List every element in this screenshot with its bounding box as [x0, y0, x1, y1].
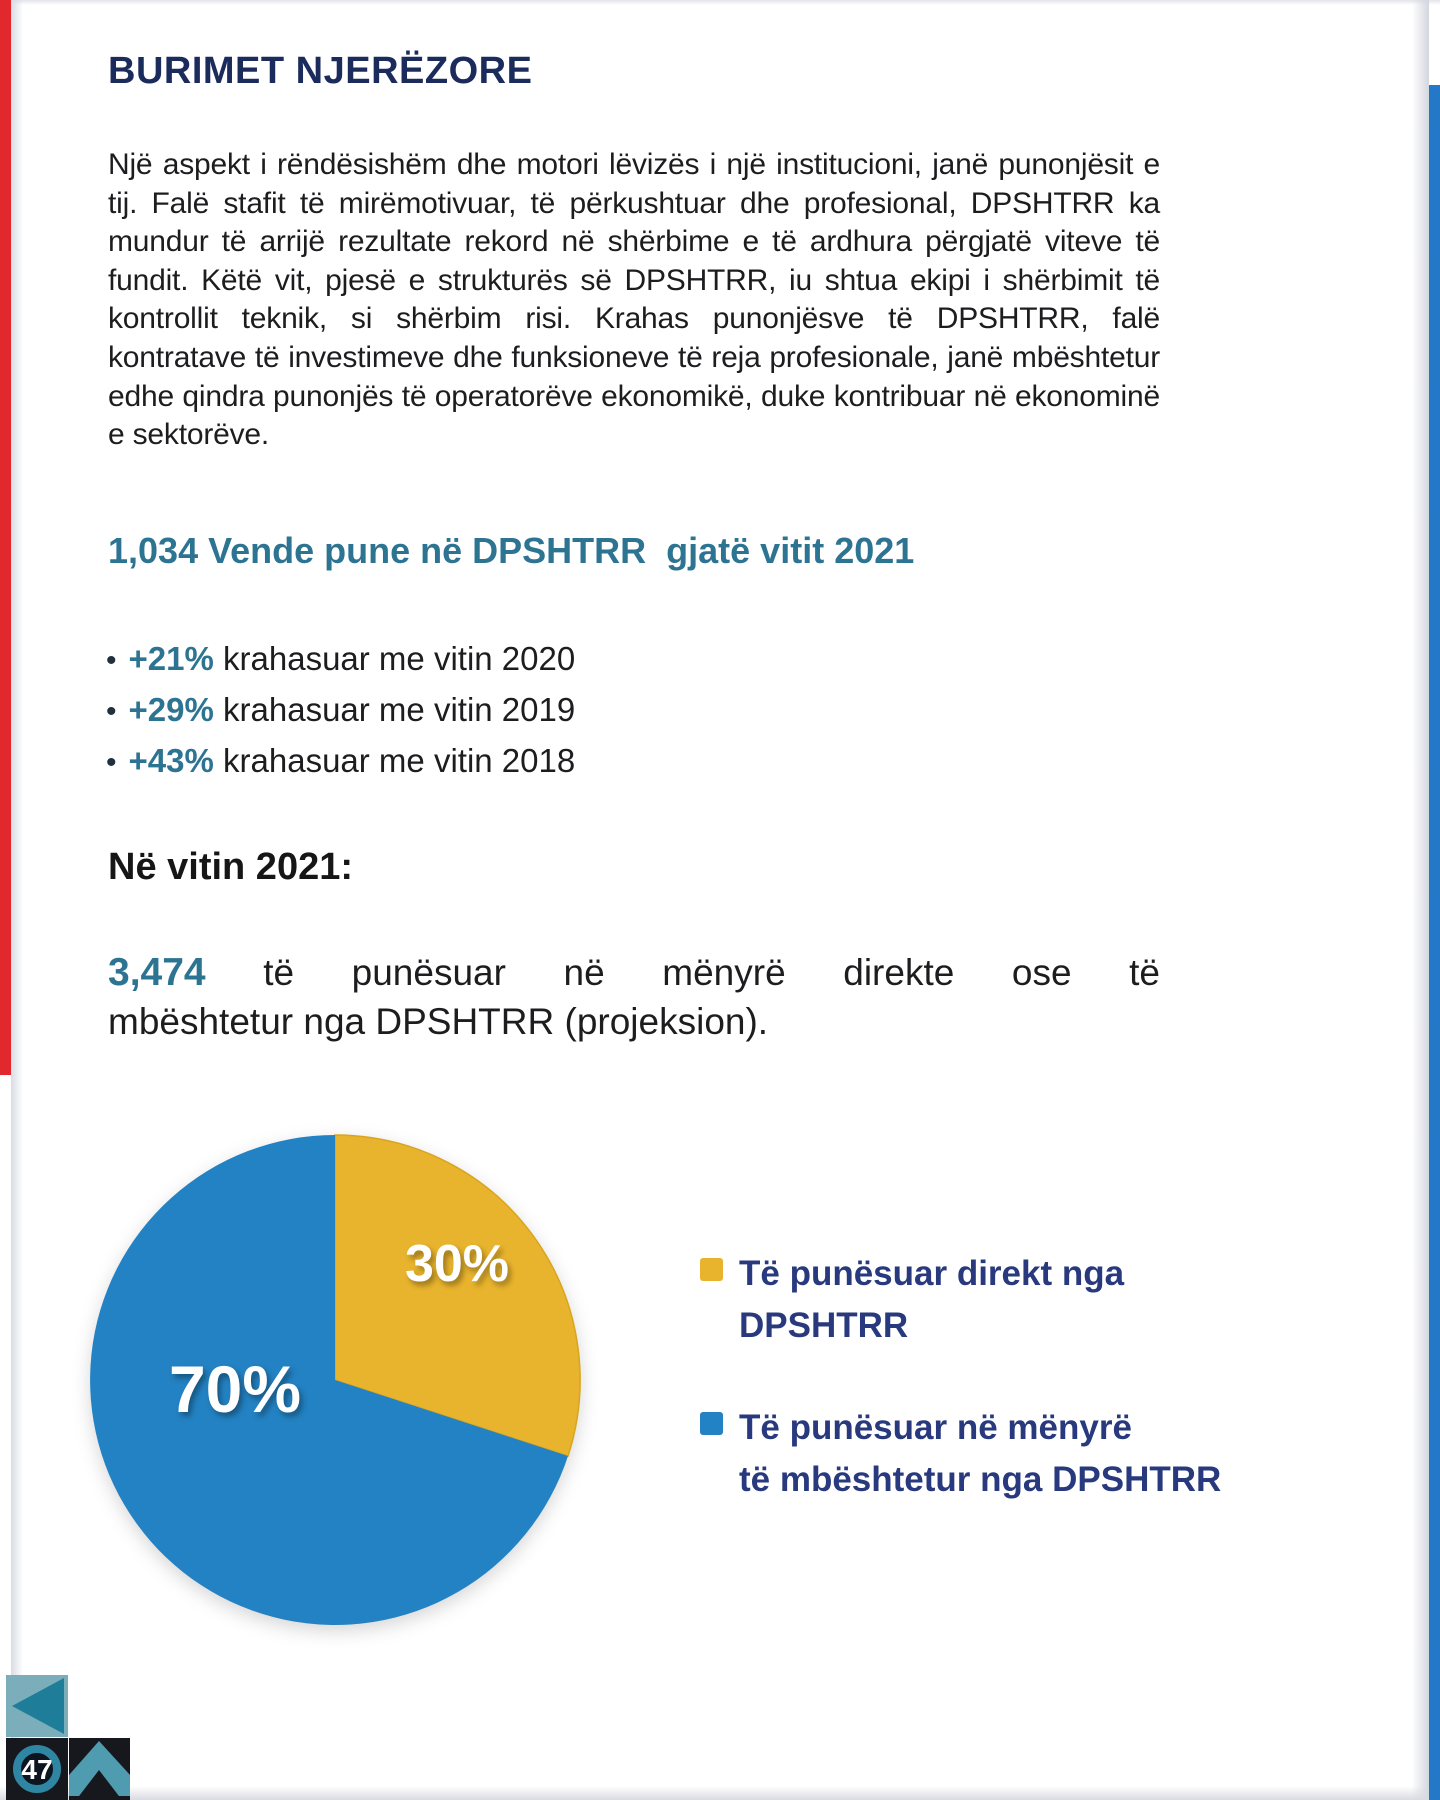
page-title: BURIMET NJERËZORE	[108, 50, 533, 92]
legend-label: Të punësuar direkt nga DPSHTRR	[739, 1254, 1125, 1345]
bullet-dot-icon: •	[106, 644, 117, 677]
page-edge-top	[0, 0, 1440, 5]
chart-legend: Të punësuar direkt nga DPSHTRR Të punësu…	[700, 1248, 1280, 1506]
page-edge-right	[1412, 0, 1429, 1800]
bullet-value: +29%	[128, 691, 214, 728]
statement-line-1: 3,474 të punësuar në mënyrë direkte ose …	[108, 951, 1160, 994]
left-edge-red-stripe	[0, 0, 11, 1075]
legend-label: Të punësuar në mënyrë të mbështetur nga …	[739, 1408, 1222, 1499]
bullet-text: krahasuar me vitin 2020	[223, 640, 576, 677]
pie-slice-supported	[90, 1135, 569, 1625]
mountain-notch-icon	[76, 1770, 122, 1800]
bullet-value: +21%	[128, 640, 214, 677]
legend-item-direct: Të punësuar direkt nga DPSHTRR	[700, 1248, 1280, 1352]
page-edge-left	[11, 0, 23, 1800]
pie-slice-direct	[334, 1134, 581, 1457]
bullet-dot-icon: •	[106, 746, 117, 779]
jobs-heading: 1,034 Vende pune në DPSHTRR gjatë vitit …	[108, 530, 915, 571]
corner-ornament: 47	[6, 1675, 130, 1800]
intro-paragraph: Një aspekt i rëndësishëm dhe motori lëvi…	[108, 148, 1160, 452]
year-heading: Në vitin 2021:	[108, 846, 353, 888]
bullet-dot-icon: •	[106, 695, 117, 728]
pie-label-70: 70%	[169, 1352, 301, 1426]
employment-statement: 3,474 të punësuar në mënyrë direkte ose …	[108, 948, 1160, 1046]
left-arrow-icon	[12, 1678, 64, 1734]
statement-value: 3,474	[108, 951, 206, 994]
bullet-text: krahasuar me vitin 2018	[223, 742, 576, 779]
list-item: • +43% krahasuar me vitin 2018	[106, 736, 575, 787]
pie-label-30: 30%	[405, 1235, 509, 1293]
page-number: 47	[21, 1754, 52, 1785]
legend-swatch-blue-icon	[700, 1412, 723, 1435]
page-number-ring	[13, 1745, 61, 1793]
mountain-chevron-icon	[69, 1741, 130, 1796]
list-item: • +29% krahasuar me vitin 2019	[106, 685, 575, 736]
statement-line-2: mbështetur nga DPSHTRR (projeksion).	[108, 1001, 769, 1042]
pie-chart: 30% 70%	[90, 1134, 581, 1625]
legend-swatch-yellow-icon	[700, 1258, 723, 1281]
right-edge-blue-stripe	[1429, 85, 1440, 1800]
comparison-list: • +21% krahasuar me vitin 2020 • +29% krah…	[106, 634, 575, 787]
list-item: • +21% krahasuar me vitin 2020	[106, 634, 575, 685]
bullet-value: +43%	[128, 742, 214, 779]
page-edge-bottom	[0, 1786, 1440, 1800]
legend-item-supported: Të punësuar në mënyrë të mbështetur nga …	[700, 1402, 1280, 1506]
bullet-text: krahasuar me vitin 2019	[223, 691, 576, 728]
